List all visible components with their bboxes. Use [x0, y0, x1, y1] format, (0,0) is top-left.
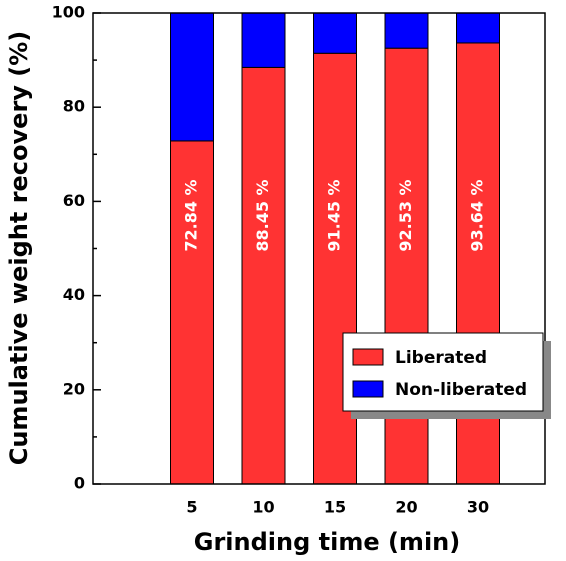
bar-segment	[384, 12, 429, 49]
value-label: 72.84 %	[182, 179, 201, 251]
value-label: 88.45 %	[253, 179, 272, 251]
legend-label: Non-liberated	[395, 380, 527, 400]
legend-label: Liberated	[395, 348, 487, 368]
x-tick-label: 5	[186, 498, 197, 517]
bar-segment	[313, 52, 357, 485]
legend-swatch	[352, 380, 384, 398]
y-tick-label: 20	[63, 379, 85, 398]
x-tick-label: 10	[252, 498, 274, 517]
y-axis-label: Cumulative weight recovery (%)	[5, 31, 33, 466]
value-label: 91.45 %	[325, 179, 344, 251]
bar-segment	[170, 12, 214, 142]
legend-swatch	[352, 348, 384, 366]
y-tick-label: 100	[52, 3, 85, 22]
y-tick-label: 60	[63, 191, 85, 210]
legend-box	[342, 332, 544, 412]
x-axis-label: Grinding time (min)	[194, 528, 460, 556]
value-label: 93.64 %	[468, 179, 487, 251]
bar-segment	[456, 12, 500, 44]
bar-segment	[170, 140, 214, 485]
y-tick-label: 40	[63, 285, 85, 304]
x-tick-label: 15	[324, 498, 346, 517]
plot-frame	[92, 12, 546, 485]
bar-segment	[241, 12, 286, 68]
x-tick-label: 20	[395, 498, 417, 517]
y-tick-label: 0	[74, 474, 85, 493]
bar-segment	[313, 12, 357, 54]
y-tick-label: 80	[63, 97, 85, 116]
x-tick-label: 30	[467, 498, 489, 517]
value-label: 92.53 %	[396, 179, 415, 251]
bar-segment	[241, 66, 286, 485]
